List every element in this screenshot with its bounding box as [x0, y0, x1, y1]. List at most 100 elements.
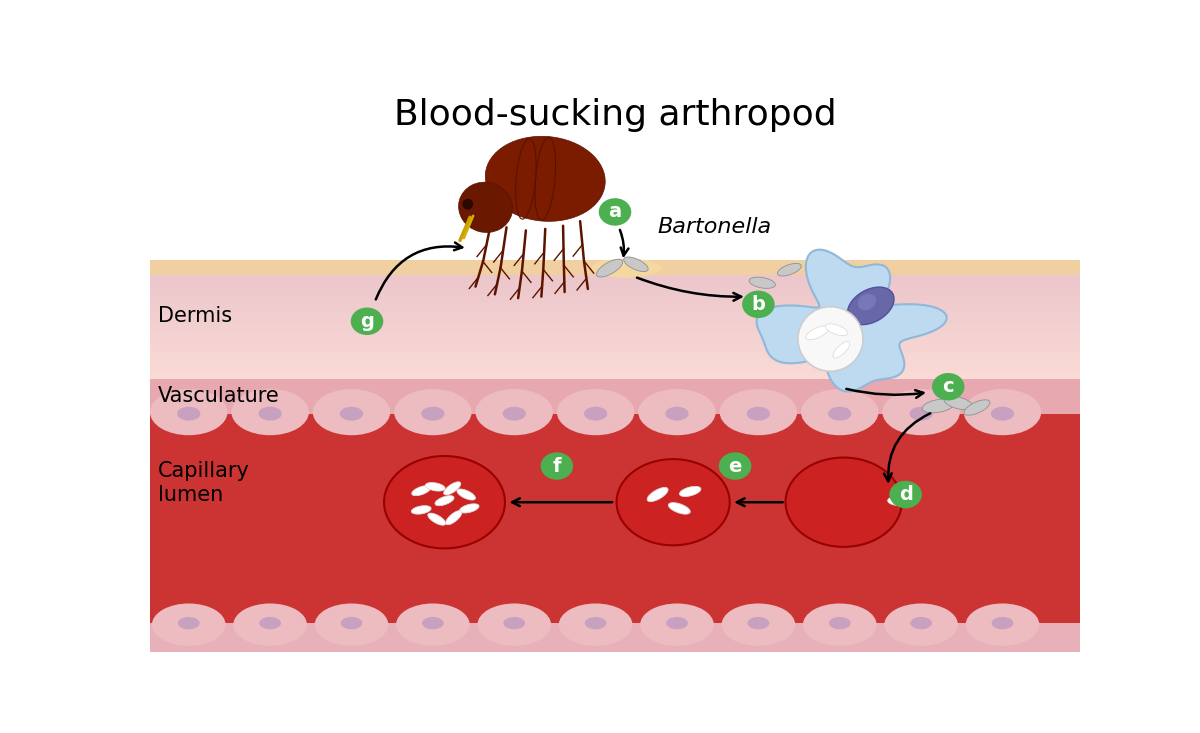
FancyBboxPatch shape — [150, 312, 1080, 317]
Circle shape — [462, 199, 473, 210]
Ellipse shape — [394, 389, 472, 435]
FancyBboxPatch shape — [150, 306, 1080, 311]
Ellipse shape — [592, 259, 661, 278]
Polygon shape — [434, 496, 454, 506]
FancyBboxPatch shape — [150, 347, 1080, 352]
Circle shape — [798, 306, 863, 372]
FancyBboxPatch shape — [150, 413, 1080, 652]
Ellipse shape — [475, 389, 553, 435]
Ellipse shape — [818, 483, 869, 521]
FancyBboxPatch shape — [150, 350, 1080, 355]
Ellipse shape — [829, 617, 851, 629]
Ellipse shape — [640, 603, 714, 646]
Ellipse shape — [422, 617, 444, 629]
FancyBboxPatch shape — [150, 285, 1080, 290]
Polygon shape — [428, 513, 445, 525]
Ellipse shape — [911, 617, 932, 629]
Polygon shape — [778, 263, 802, 276]
Ellipse shape — [384, 456, 505, 548]
Text: Blood-sucking arthropod: Blood-sucking arthropod — [394, 98, 836, 132]
Polygon shape — [647, 487, 668, 501]
FancyBboxPatch shape — [150, 361, 1080, 365]
FancyBboxPatch shape — [150, 413, 1080, 623]
Text: Bartonella: Bartonella — [658, 217, 772, 237]
Ellipse shape — [503, 407, 526, 421]
Ellipse shape — [966, 603, 1039, 646]
Ellipse shape — [786, 457, 901, 547]
Ellipse shape — [232, 389, 308, 435]
Ellipse shape — [802, 389, 878, 435]
Polygon shape — [922, 399, 954, 413]
Polygon shape — [624, 257, 648, 271]
Ellipse shape — [584, 407, 607, 421]
FancyBboxPatch shape — [150, 326, 1080, 331]
FancyBboxPatch shape — [150, 275, 1080, 280]
Polygon shape — [756, 250, 947, 391]
Ellipse shape — [559, 603, 632, 646]
Polygon shape — [805, 326, 829, 339]
Ellipse shape — [478, 603, 551, 646]
Ellipse shape — [541, 452, 574, 480]
Ellipse shape — [599, 198, 631, 226]
Polygon shape — [444, 482, 461, 495]
Ellipse shape — [746, 407, 770, 421]
Ellipse shape — [884, 603, 958, 646]
Ellipse shape — [720, 389, 797, 435]
Polygon shape — [964, 399, 990, 415]
Ellipse shape — [396, 603, 469, 646]
FancyBboxPatch shape — [150, 309, 1080, 314]
Ellipse shape — [742, 290, 775, 318]
Ellipse shape — [665, 407, 689, 421]
Ellipse shape — [259, 617, 281, 629]
FancyBboxPatch shape — [150, 336, 1080, 342]
FancyBboxPatch shape — [150, 289, 1080, 294]
Polygon shape — [668, 503, 690, 514]
Text: c: c — [942, 377, 954, 397]
Ellipse shape — [964, 389, 1042, 435]
Ellipse shape — [485, 136, 605, 221]
Ellipse shape — [991, 617, 1013, 629]
Ellipse shape — [178, 407, 200, 421]
Ellipse shape — [178, 617, 199, 629]
FancyBboxPatch shape — [150, 303, 1080, 307]
Polygon shape — [826, 324, 848, 336]
Polygon shape — [596, 259, 623, 277]
Text: Dermis: Dermis — [157, 306, 232, 326]
Polygon shape — [679, 487, 701, 496]
Ellipse shape — [152, 603, 226, 646]
FancyBboxPatch shape — [150, 330, 1080, 335]
Polygon shape — [888, 496, 913, 506]
FancyBboxPatch shape — [150, 299, 1080, 304]
Text: f: f — [553, 457, 562, 476]
Ellipse shape — [721, 603, 796, 646]
Ellipse shape — [617, 459, 730, 545]
FancyBboxPatch shape — [150, 371, 1080, 375]
Ellipse shape — [350, 308, 383, 335]
Ellipse shape — [313, 389, 390, 435]
FancyBboxPatch shape — [150, 340, 1080, 345]
FancyBboxPatch shape — [150, 323, 1080, 328]
Ellipse shape — [882, 389, 960, 435]
Ellipse shape — [649, 484, 697, 520]
FancyBboxPatch shape — [150, 316, 1080, 321]
Ellipse shape — [557, 389, 635, 435]
FancyBboxPatch shape — [150, 88, 1080, 259]
FancyBboxPatch shape — [150, 353, 1080, 358]
Text: d: d — [899, 485, 912, 504]
Ellipse shape — [150, 389, 228, 435]
Ellipse shape — [828, 407, 851, 421]
Ellipse shape — [233, 603, 307, 646]
FancyBboxPatch shape — [150, 279, 1080, 284]
Ellipse shape — [504, 617, 526, 629]
Text: e: e — [728, 457, 742, 476]
Ellipse shape — [910, 407, 932, 421]
Polygon shape — [412, 486, 431, 496]
FancyBboxPatch shape — [150, 367, 1080, 372]
FancyBboxPatch shape — [150, 259, 1080, 276]
FancyBboxPatch shape — [150, 379, 1080, 413]
Polygon shape — [460, 504, 479, 513]
Text: g: g — [360, 312, 374, 331]
FancyBboxPatch shape — [150, 623, 1080, 652]
Ellipse shape — [341, 617, 362, 629]
FancyBboxPatch shape — [150, 282, 1080, 287]
